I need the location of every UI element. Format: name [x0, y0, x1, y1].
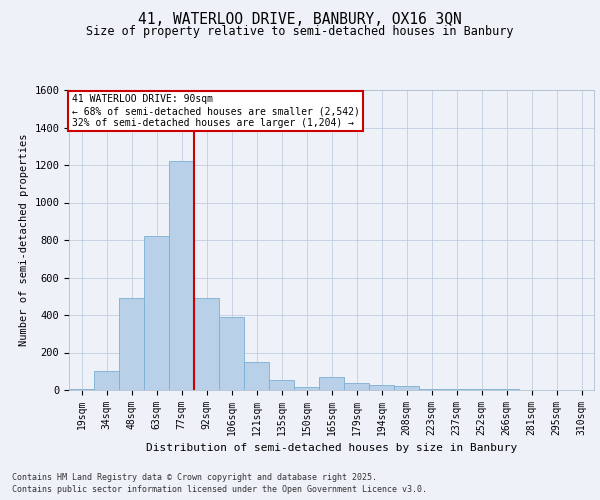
Text: Contains HM Land Registry data © Crown copyright and database right 2025.: Contains HM Land Registry data © Crown c…: [12, 472, 377, 482]
Bar: [369, 386, 394, 390]
Text: 41 WATERLOO DRIVE: 90sqm
← 68% of semi-detached houses are smaller (2,542)
32% o: 41 WATERLOO DRIVE: 90sqm ← 68% of semi-d…: [71, 94, 359, 128]
Bar: [194, 298, 219, 390]
Bar: [144, 236, 169, 390]
Text: 41, WATERLOO DRIVE, BANBURY, OX16 3QN: 41, WATERLOO DRIVE, BANBURY, OX16 3QN: [138, 12, 462, 28]
Bar: [94, 371, 119, 390]
Bar: [444, 389, 469, 390]
Bar: [394, 386, 419, 390]
Bar: [269, 380, 294, 390]
Bar: [344, 384, 369, 390]
Bar: [69, 389, 94, 390]
Bar: [294, 387, 319, 390]
Bar: [219, 317, 244, 390]
Bar: [119, 298, 144, 390]
Text: Contains public sector information licensed under the Open Government Licence v3: Contains public sector information licen…: [12, 485, 427, 494]
Y-axis label: Number of semi-detached properties: Number of semi-detached properties: [19, 134, 29, 346]
Bar: [169, 161, 194, 390]
Bar: [244, 362, 269, 390]
Bar: [319, 377, 344, 390]
X-axis label: Distribution of semi-detached houses by size in Banbury: Distribution of semi-detached houses by …: [146, 444, 517, 454]
Bar: [419, 389, 444, 390]
Text: Size of property relative to semi-detached houses in Banbury: Size of property relative to semi-detach…: [86, 25, 514, 38]
